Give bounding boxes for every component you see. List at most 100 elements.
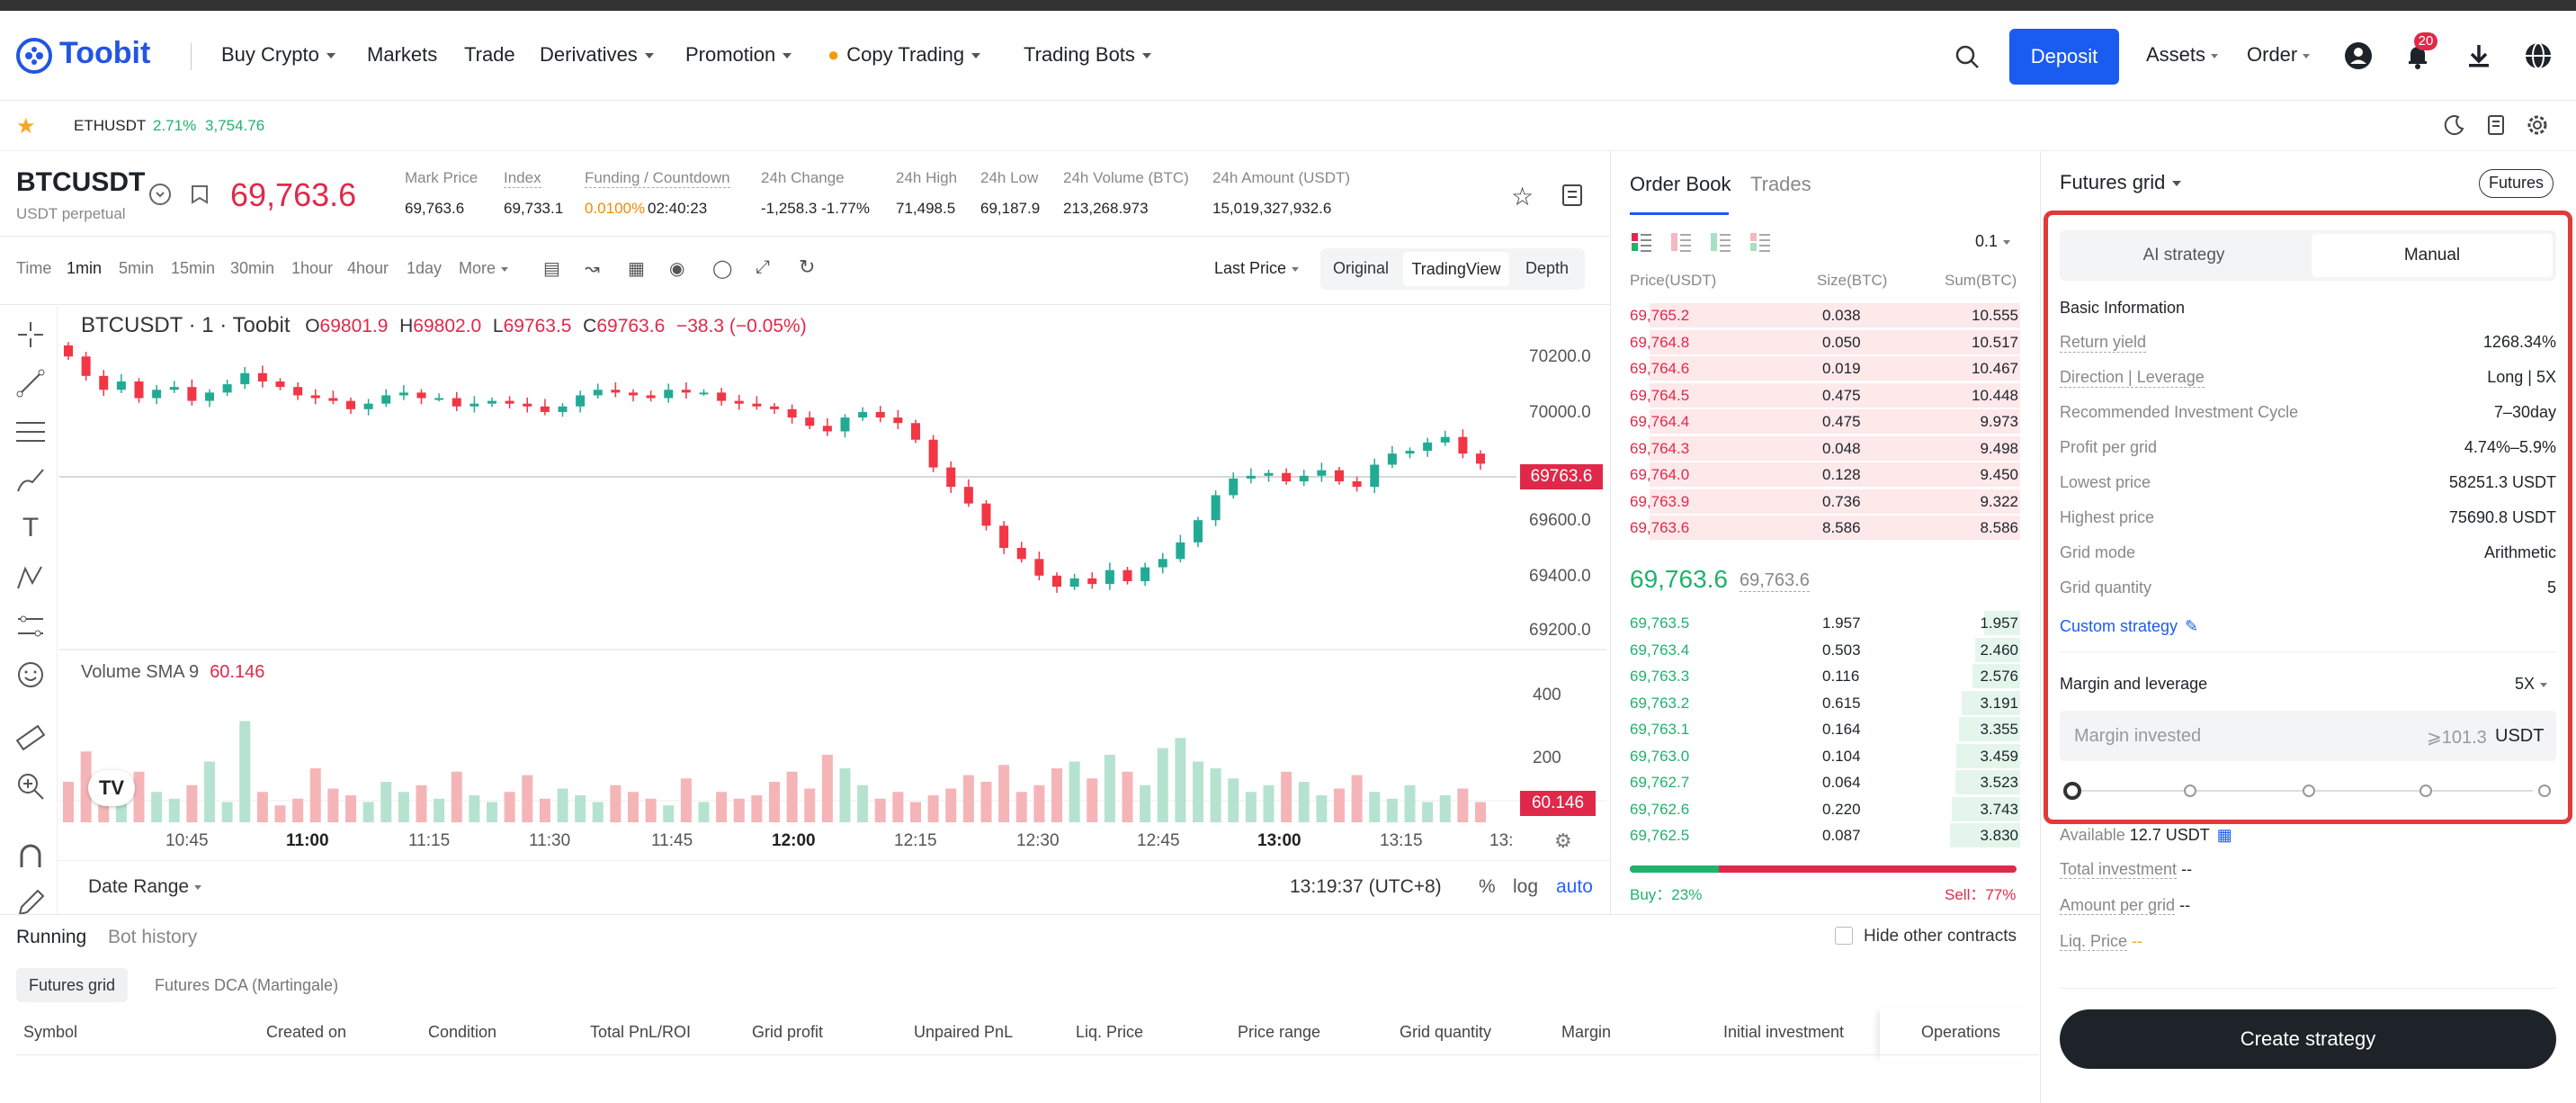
deposit-button[interactable]: Deposit (2009, 29, 2119, 85)
document-icon[interactable] (2484, 113, 2508, 137)
precision-select[interactable]: 0.1 (1975, 232, 2011, 251)
candle-type-icon[interactable]: ▤ (543, 259, 560, 279)
custom-strategy-link[interactable]: Custom strategy ✎ (2060, 617, 2199, 635)
transfer-icon[interactable]: ▦ (2216, 826, 2232, 844)
symbol-dropdown-icon[interactable] (149, 184, 171, 205)
market-symbol[interactable]: BTCUSDT (16, 167, 146, 197)
toobit-logo-icon[interactable] (16, 38, 52, 74)
bid-row[interactable]: 69,762.6 0.220 3.743 (1630, 796, 2020, 822)
price-chart[interactable] (59, 306, 1606, 864)
ask-row[interactable]: 69,764.6 0.019 10.467 (1630, 355, 2020, 381)
bid-row[interactable]: 69,763.2 0.615 3.191 (1630, 690, 2020, 716)
pencil-icon[interactable] (14, 887, 47, 919)
nav-derivatives[interactable]: Derivatives (540, 43, 654, 67)
bid-row[interactable]: 69,763.4 0.503 2.460 (1630, 637, 2020, 663)
ask-row[interactable]: 69,764.0 0.128 9.450 (1630, 462, 2020, 488)
interval-1hour[interactable]: 1hour (291, 259, 334, 277)
favorite-star-icon[interactable]: ☆ (1511, 183, 1534, 211)
tab-running[interactable]: Running (16, 927, 87, 947)
create-strategy-button[interactable]: Create strategy (2060, 1009, 2556, 1069)
pattern-icon[interactable] (14, 561, 47, 594)
subtab-futures-grid[interactable]: Futures grid (16, 968, 129, 1002)
book-view-asks-icon[interactable] (1669, 230, 1693, 254)
interval-5min[interactable]: 5min (119, 259, 155, 277)
book-view-bids-icon[interactable] (1709, 230, 1732, 254)
book-icon[interactable] (189, 184, 210, 205)
mode-ai-strategy-tab[interactable]: AI strategy (2142, 246, 2225, 265)
nav-order[interactable]: Order (2247, 43, 2311, 67)
bid-row[interactable]: 69,763.1 0.164 3.355 (1630, 716, 2020, 742)
view-tradingview-tab[interactable]: TradingView (1403, 252, 1509, 286)
settings-gear-icon[interactable] (2526, 113, 2549, 137)
nav-assets[interactable]: Assets (2146, 43, 2219, 67)
chart-template-icon[interactable]: ◯ (712, 259, 733, 279)
bid-row[interactable]: 69,762.7 0.064 3.523 (1630, 769, 2020, 795)
view-original-tab[interactable]: Original (1333, 259, 1390, 277)
trend-line-icon[interactable] (14, 367, 47, 399)
book-view-depth-icon[interactable] (1749, 230, 1772, 254)
panel-title[interactable]: Futures grid (2060, 171, 2182, 194)
interval-4hour[interactable]: 4hour (347, 259, 389, 277)
interval-30min[interactable]: 30min (230, 259, 275, 277)
search-icon[interactable] (1954, 43, 1981, 70)
slider-step[interactable] (2303, 785, 2315, 797)
tradingview-logo-icon[interactable]: TV (88, 770, 135, 806)
measure-lines-icon[interactable] (14, 610, 47, 642)
nav-trading-bots[interactable]: Trading Bots (1024, 43, 1151, 67)
ask-row[interactable]: 69,763.9 0.736 9.322 (1630, 489, 2020, 515)
slider-step[interactable] (2538, 785, 2551, 797)
crosshair-icon[interactable] (14, 318, 47, 351)
camera-icon[interactable]: ◉ (669, 259, 685, 279)
download-icon[interactable] (2464, 41, 2493, 70)
text-tool-icon[interactable]: T (22, 513, 40, 543)
chart-settings-icon[interactable]: ⚙ (1554, 829, 1572, 852)
hide-other-checkbox[interactable] (1835, 927, 1853, 945)
percent-scale-toggle[interactable]: % (1479, 876, 1496, 897)
ticker-symbol[interactable]: ETHUSDT (74, 117, 147, 134)
ask-row[interactable]: 69,764.4 0.475 9.973 (1630, 408, 2020, 435)
tab-trades[interactable]: Trades (1750, 173, 1811, 195)
interval-time[interactable]: Time (16, 259, 52, 277)
interval-15min[interactable]: 15min (171, 259, 216, 277)
stat-label-funding[interactable]: Funding / Countdown (585, 169, 730, 188)
zoom-in-icon[interactable] (14, 770, 47, 803)
ask-row[interactable]: 69,765.2 0.038 10.555 (1630, 302, 2020, 328)
star-icon[interactable]: ★ (16, 114, 36, 139)
nav-markets[interactable]: Markets (367, 43, 438, 66)
nav-copy-trading[interactable]: ● Copy Trading (827, 43, 981, 67)
bell-icon[interactable] (2403, 41, 2432, 70)
subtab-futures-dca[interactable]: Futures DCA (Martingale) (155, 976, 339, 994)
ruler-icon[interactable] (14, 722, 47, 754)
info-card-icon[interactable] (1561, 184, 1583, 207)
bid-row[interactable]: 69,762.5 0.087 3.830 (1630, 822, 2020, 848)
margin-input[interactable]: Margin invested ⩾101.3 USDT (2060, 711, 2556, 761)
ask-row[interactable]: 69,764.3 0.048 9.498 (1630, 435, 2020, 462)
theme-moon-icon[interactable] (2443, 113, 2466, 137)
refresh-icon[interactable]: ↻ (799, 256, 816, 278)
emoji-icon[interactable] (14, 659, 47, 691)
leverage-select[interactable]: 5X (2515, 675, 2548, 694)
nav-promotion[interactable]: Promotion (685, 43, 792, 67)
user-icon[interactable] (2344, 41, 2373, 70)
date-range-button[interactable]: Date Range (88, 876, 202, 898)
mode-manual-tab[interactable]: Manual (2312, 234, 2553, 277)
indicator-icon[interactable]: ↝ (585, 259, 600, 279)
nav-trade[interactable]: Trade (464, 43, 515, 66)
futures-badge[interactable]: Futures (2479, 169, 2554, 198)
ask-row[interactable]: 69,764.8 0.050 10.517 (1630, 329, 2020, 355)
slider-step[interactable] (2184, 785, 2196, 797)
logo-text[interactable]: Toobit (59, 36, 151, 70)
tab-order-book[interactable]: Order Book (1630, 173, 1731, 195)
interval-more[interactable]: More (459, 259, 509, 278)
book-view-both-icon[interactable] (1630, 230, 1653, 254)
stat-label-index[interactable]: Index (504, 169, 541, 188)
bid-row[interactable]: 69,763.3 0.116 2.576 (1630, 663, 2020, 689)
interval-1day[interactable]: 1day (407, 259, 443, 277)
interval-1min[interactable]: 1min (67, 259, 103, 277)
slider-step[interactable] (2419, 785, 2432, 797)
tab-bot-history[interactable]: Bot history (108, 927, 198, 947)
layout-grid-icon[interactable]: ▦ (628, 259, 645, 279)
nav-buy-crypto[interactable]: Buy Crypto (221, 43, 335, 67)
slider-handle[interactable] (2063, 782, 2081, 800)
ask-row[interactable]: 69,763.6 8.586 8.586 (1630, 515, 2020, 541)
